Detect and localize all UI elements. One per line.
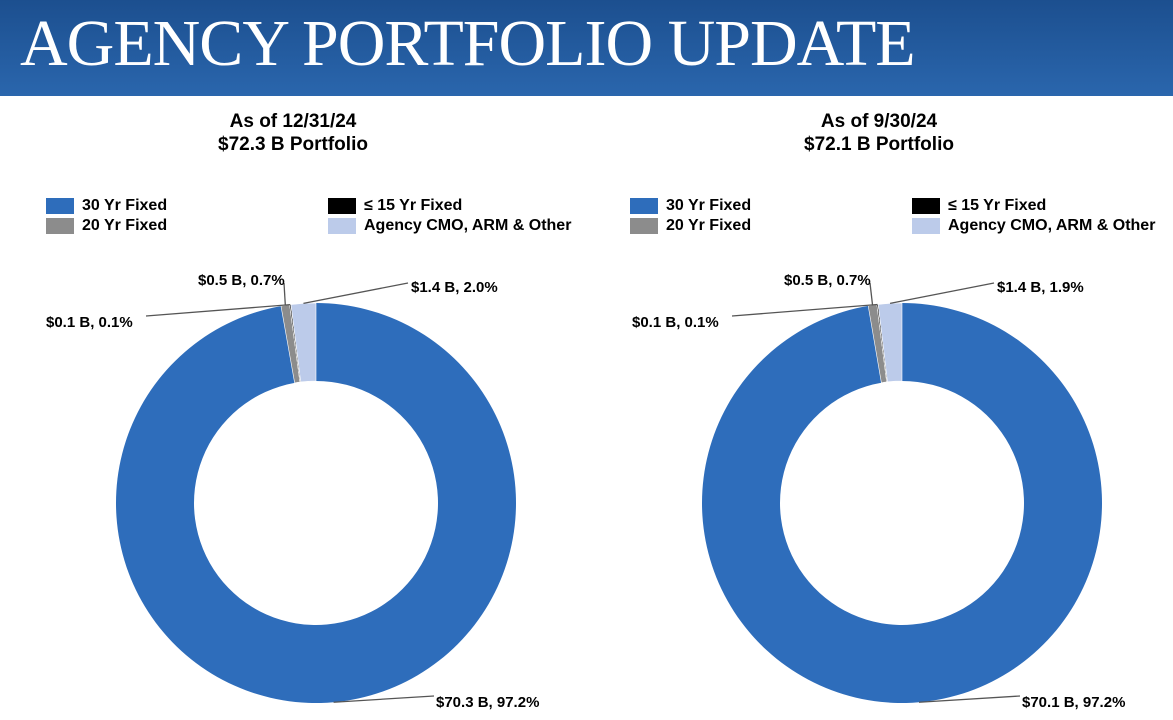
data-label-agency-other: $1.4 B, 2.0% [411, 279, 498, 296]
data-label-30yr-fixed: $70.3 B, 97.2% [436, 694, 539, 711]
legend-swatch-other [912, 218, 940, 234]
leader-line [889, 282, 995, 304]
data-label-15yr-fixed: $0.1 B, 0.1% [46, 314, 133, 331]
legend-label: Agency CMO, ARM & Other [364, 217, 572, 234]
leader-line [145, 304, 291, 317]
leader-line [869, 282, 874, 306]
leader-line [731, 303, 878, 317]
chart-title: As of 9/30/24 [820, 111, 938, 132]
chart-panel-right: As of 9/30/24 $72.1 B Portfolio 30 Yr Fi… [586, 96, 1172, 720]
leader-line [303, 282, 409, 305]
donut-chart: $70.1 B, 97.2% $0.5 B, 0.7% $0.1 B, 0.1% $1… [632, 272, 1125, 711]
legend-swatch-other [328, 218, 356, 234]
header-banner: AGENCY PORTFOLIO UPDATE [0, 0, 1173, 96]
legend-swatch-20yr [46, 218, 74, 234]
chart-title: As of 12/31/24 [229, 111, 357, 132]
chart-subtitle: $72.1 B Portfolio [804, 134, 954, 155]
chart-subtitle: $72.3 B Portfolio [218, 134, 368, 155]
data-label-agency-other: $1.4 B, 1.9% [997, 279, 1084, 296]
legend-label: 30 Yr Fixed [82, 197, 168, 214]
legend-swatch-15yr [912, 198, 940, 214]
data-label-30yr-fixed: $70.1 B, 97.2% [1022, 694, 1125, 711]
leader-line [283, 282, 286, 306]
legend-label: Agency CMO, ARM & Other [948, 217, 1156, 234]
chart-panel-left: As of 12/31/24 $72.3 B Portfolio 30 Yr F… [0, 96, 586, 720]
data-label-20yr-fixed: $0.5 B, 0.7% [784, 272, 871, 289]
donut-chart: $70.3 B, 97.2% $0.5 B, 0.7% $0.1 B, 0.1% $1… [46, 272, 539, 711]
chart-title-block: As of 12/31/24 $72.3 B Portfolio [0, 110, 586, 156]
legend-swatch-15yr [328, 198, 356, 214]
slice-agency-other [877, 302, 903, 383]
page-title: AGENCY PORTFOLIO UPDATE [20, 7, 916, 80]
legend-label: ≤ 15 Yr Fixed [948, 197, 1047, 214]
legend-label: 20 Yr Fixed [82, 217, 168, 234]
leader-line [333, 695, 435, 703]
data-label-20yr-fixed: $0.5 B, 0.7% [198, 272, 285, 289]
legend-swatch-30yr [630, 198, 658, 214]
legend-label: 20 Yr Fixed [666, 217, 752, 234]
legend-label: 30 Yr Fixed [666, 197, 752, 214]
data-label-15yr-fixed: $0.1 B, 0.1% [632, 314, 719, 331]
legend-swatch-20yr [630, 218, 658, 234]
slice-30yr-fixed [116, 303, 517, 704]
leader-line [918, 695, 1021, 703]
legend-swatch-30yr [46, 198, 74, 214]
slice-30yr-fixed [701, 303, 1102, 703]
slice-agency-other [290, 302, 317, 383]
legend-label: ≤ 15 Yr Fixed [364, 197, 463, 214]
chart-title-block: As of 9/30/24 $72.1 B Portfolio [586, 110, 1172, 156]
